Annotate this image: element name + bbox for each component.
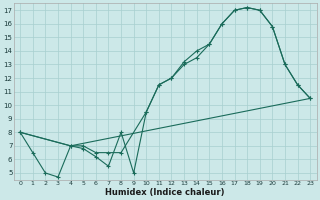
X-axis label: Humidex (Indice chaleur): Humidex (Indice chaleur) (106, 188, 225, 197)
